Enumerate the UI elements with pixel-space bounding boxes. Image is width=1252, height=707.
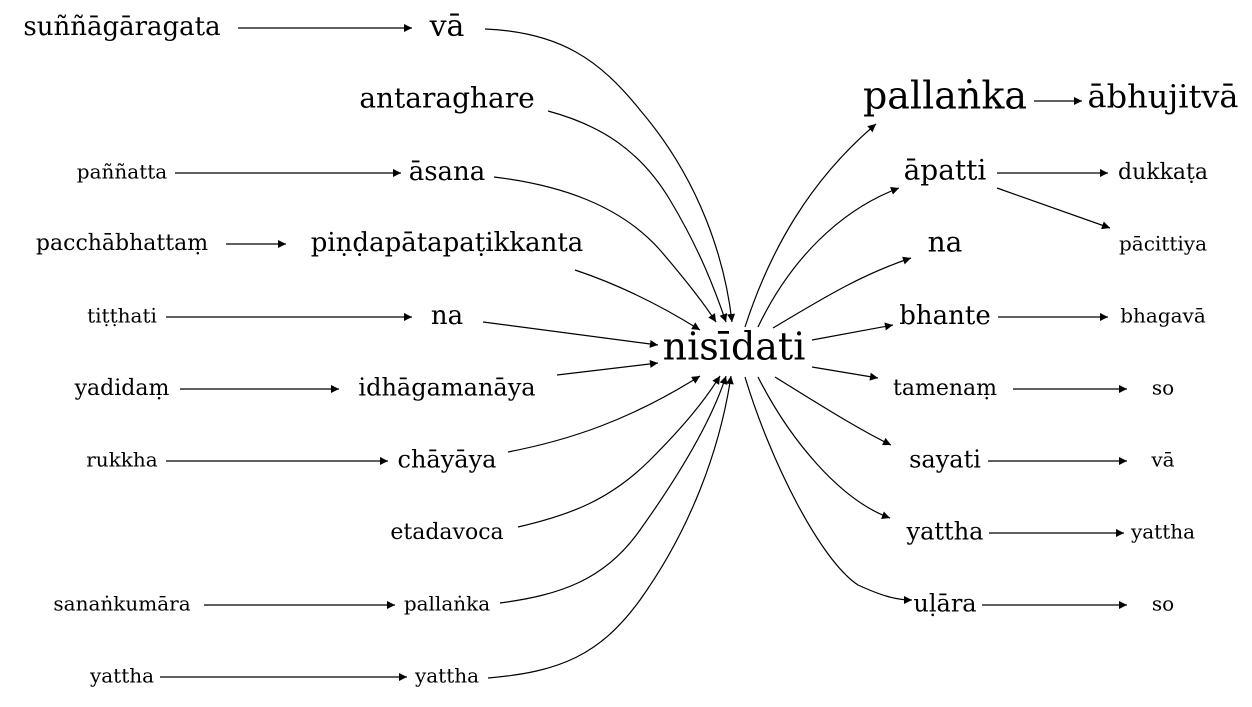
node-pācittiya: pācittiya — [1119, 232, 1207, 256]
node-dukkaṭa: dukkaṭa — [1118, 160, 1208, 185]
node-layer: suññāgāragata vā antaraghare paññatta ās… — [23, 9, 1238, 688]
node-paññatta: paññatta — [77, 160, 167, 184]
node-sayati: sayati — [909, 446, 981, 474]
node-chāyāya: chāyāya — [398, 446, 497, 474]
node-vā-top: vā — [429, 9, 465, 44]
edge-layer — [160, 24, 1127, 681]
edge-nisīdati-to-uḷāra — [744, 376, 913, 604]
node-āsana: āsana — [409, 157, 486, 187]
edge-nisīdati-to-āpatti — [757, 187, 900, 328]
edge-vā-to-nisīdati — [484, 28, 736, 323]
node-etadavoca: etadavoca — [390, 520, 503, 545]
node-tamenaṃ: tamenaṃ — [893, 376, 997, 401]
node-yattha-far-left: yattha — [89, 664, 154, 688]
node-pallaṅka-left: pallaṅka — [404, 592, 490, 616]
node-so-1: so — [1152, 376, 1174, 400]
node-na-right: na — [928, 226, 963, 259]
node-yattha-right: yattha — [906, 518, 984, 546]
edge-nisīdati-to-sayati — [774, 376, 892, 446]
node-antaraghare: antaraghare — [359, 82, 534, 115]
node-nisīdati-center: nisīdati — [663, 325, 806, 369]
edge-chāyāya-to-nisīdati — [507, 375, 701, 453]
edge-nisīdati-to-bhante — [811, 322, 894, 341]
node-tiṭṭhati: tiṭṭhati — [87, 304, 157, 328]
edge-antaraghare-to-nisīdati — [547, 110, 728, 323]
node-suññāgāragata: suññāgāragata — [23, 12, 220, 42]
edge-pallaṅka-to-nisīdati — [499, 375, 728, 604]
node-ābhujitvā: ābhujitvā — [1088, 78, 1239, 116]
edge-nisīdati-to-tamenaṃ — [811, 366, 879, 381]
edge-nisīdati-to-pallaṅka — [744, 123, 877, 328]
node-yattha-far-right: yattha — [1130, 520, 1195, 544]
node-yadidaṃ: yadidaṃ — [74, 376, 170, 401]
edge-yattha-to-nisīdati — [487, 375, 734, 679]
edge-nisīdati-to-na — [772, 256, 912, 329]
node-sanaṅkumāra: sanaṅkumāra — [53, 592, 190, 616]
edge-piṇḍapāta-to-nisīdati — [574, 269, 701, 331]
node-idhāgamanāya: idhāgamanāya — [358, 374, 535, 402]
node-pallaṅka-right: pallaṅka — [863, 74, 1027, 118]
node-pacchābhattaṃ: pacchābhattaṃ — [36, 231, 208, 256]
edge-etadavoca-to-nisīdati — [517, 375, 721, 528]
edge-nisīdati-to-yattha — [757, 376, 891, 520]
edge-na-to-nisīdati — [482, 321, 659, 348]
edge-āsana-to-nisīdati — [493, 176, 717, 323]
node-yattha-left: yattha — [414, 664, 479, 688]
node-uḷāra: uḷāra — [913, 590, 976, 618]
node-rukkha: rukkha — [86, 448, 158, 472]
node-so-2: so — [1152, 592, 1174, 616]
node-vā-right: vā — [1150, 448, 1174, 472]
edge-āpatti-to-pācittiya — [996, 187, 1111, 230]
node-bhante: bhante — [899, 301, 990, 331]
node-bhagavā: bhagavā — [1120, 304, 1206, 328]
node-āpatti: āpatti — [904, 154, 987, 187]
node-piṇḍapātapaṭikkanta: piṇḍapātapaṭikkanta — [311, 228, 584, 258]
node-na-left: na — [431, 301, 463, 331]
edge-idhāgamanāya-to-nisīdati — [556, 359, 659, 376]
